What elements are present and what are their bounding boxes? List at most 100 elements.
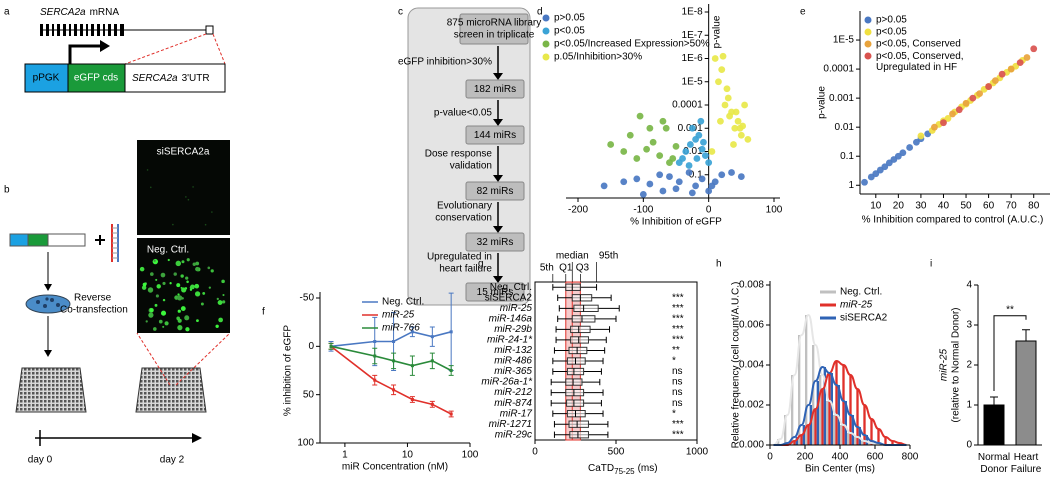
point [985,83,992,90]
point [633,175,641,183]
point [392,388,396,392]
category-label: miR-1271 [489,419,532,430]
box [565,283,581,291]
bar [819,375,822,445]
plate-day2 [135,367,207,413]
category-label: siSERCA2 [485,292,533,303]
legend-marker [542,27,550,35]
bar [884,437,887,445]
point [682,148,690,155]
circle [50,298,54,302]
rect [91,24,94,36]
y-tick-label: 0.1 [689,169,703,180]
bar [983,404,1005,446]
panel-letter: c [398,7,403,18]
x-tick-label: -200 [568,205,588,216]
y-tick-label: 0 [308,341,314,352]
bar [784,415,787,445]
box [568,420,589,428]
point [906,144,914,151]
point [392,359,396,363]
x-tick-label-line: Donor [980,464,1008,475]
bar [861,441,864,445]
cells [36,297,60,308]
category-label: miR-25 [500,303,533,314]
error-bar [1022,329,1030,341]
x-tick-label: 400 [832,452,849,463]
point [719,52,727,60]
y-tick-label: 4 [966,280,972,291]
rect [52,24,54,36]
count-label: 144 miRs [474,130,516,141]
circle [36,300,40,304]
bar [812,345,815,445]
significance: * [672,356,676,367]
box [571,294,593,302]
point [944,115,952,122]
bar [851,415,854,445]
x-tick-label-line: Normal [978,452,1010,463]
x-tick-label: 10 [870,201,882,212]
filter-label: Dose response [425,149,493,160]
significance: ** [1006,304,1014,315]
y-axis-label: Relative frequency (cell count/A.U.C.) [731,282,742,449]
fit-curve [773,359,907,446]
point [686,141,694,148]
gfp-cell [222,293,225,297]
bar [826,401,829,445]
legend-label: p<0.05, Conserved, Upregulated in HF [876,51,964,73]
gfp-cell [211,211,213,213]
category-label: miR-24-1* [487,335,533,346]
point [940,119,947,127]
bar [870,419,873,445]
legend-label: p>0.05 [554,13,585,24]
gfp-cell [218,317,223,323]
category-label: miR-17 [500,408,533,419]
box-label: 5th [540,263,554,274]
point [646,180,654,188]
arrow-head [100,40,110,52]
point [698,175,706,183]
x-tick-label: -100 [633,205,653,216]
y-axis-label: miR-25 [939,348,950,381]
y-tick-label: 1 [966,400,972,411]
x-tick-label: 200 [797,452,814,463]
gfp-cell [162,281,166,285]
gfp-cell [200,302,204,306]
arrow-head [493,73,503,80]
point [917,132,925,140]
point [698,145,706,153]
x-axis-label: Bin Center (ms) [805,464,875,475]
cell-dish [25,294,71,314]
plate-day0 [15,367,87,413]
significance: ns [672,377,683,388]
legend-label: miR-25 [382,310,415,321]
box-label: 95th [599,251,618,262]
y-tick-label: 3 [966,320,972,331]
gfp-cell [180,274,184,278]
point [329,344,333,348]
step-label: Co-transfection [60,305,128,316]
filter-label: Evolutionary [437,201,492,212]
category-label: miR-26a-1* [481,377,533,388]
y-tick-label: 1E-8 [682,7,704,18]
point [1007,65,1015,73]
gfp-cell [175,260,182,267]
significance: *** [672,314,684,325]
legend-marker [864,16,872,24]
point [1023,54,1031,61]
gfp-cell [155,278,158,281]
significance: *** [672,419,684,430]
gfp-cell [153,259,156,262]
x-axis-label: % Inhibition of eGFP [630,217,722,228]
legend-label: Neg. Ctrl. [382,297,424,308]
box [566,357,586,365]
y-tick-label: 0.004 [739,360,764,371]
legend-label: siSERCA2 [840,313,888,324]
point [1030,45,1038,53]
point [430,335,434,339]
bar [858,427,861,445]
box [569,431,589,439]
utr-gene: SERCA2a [132,73,178,84]
rect [63,24,66,36]
